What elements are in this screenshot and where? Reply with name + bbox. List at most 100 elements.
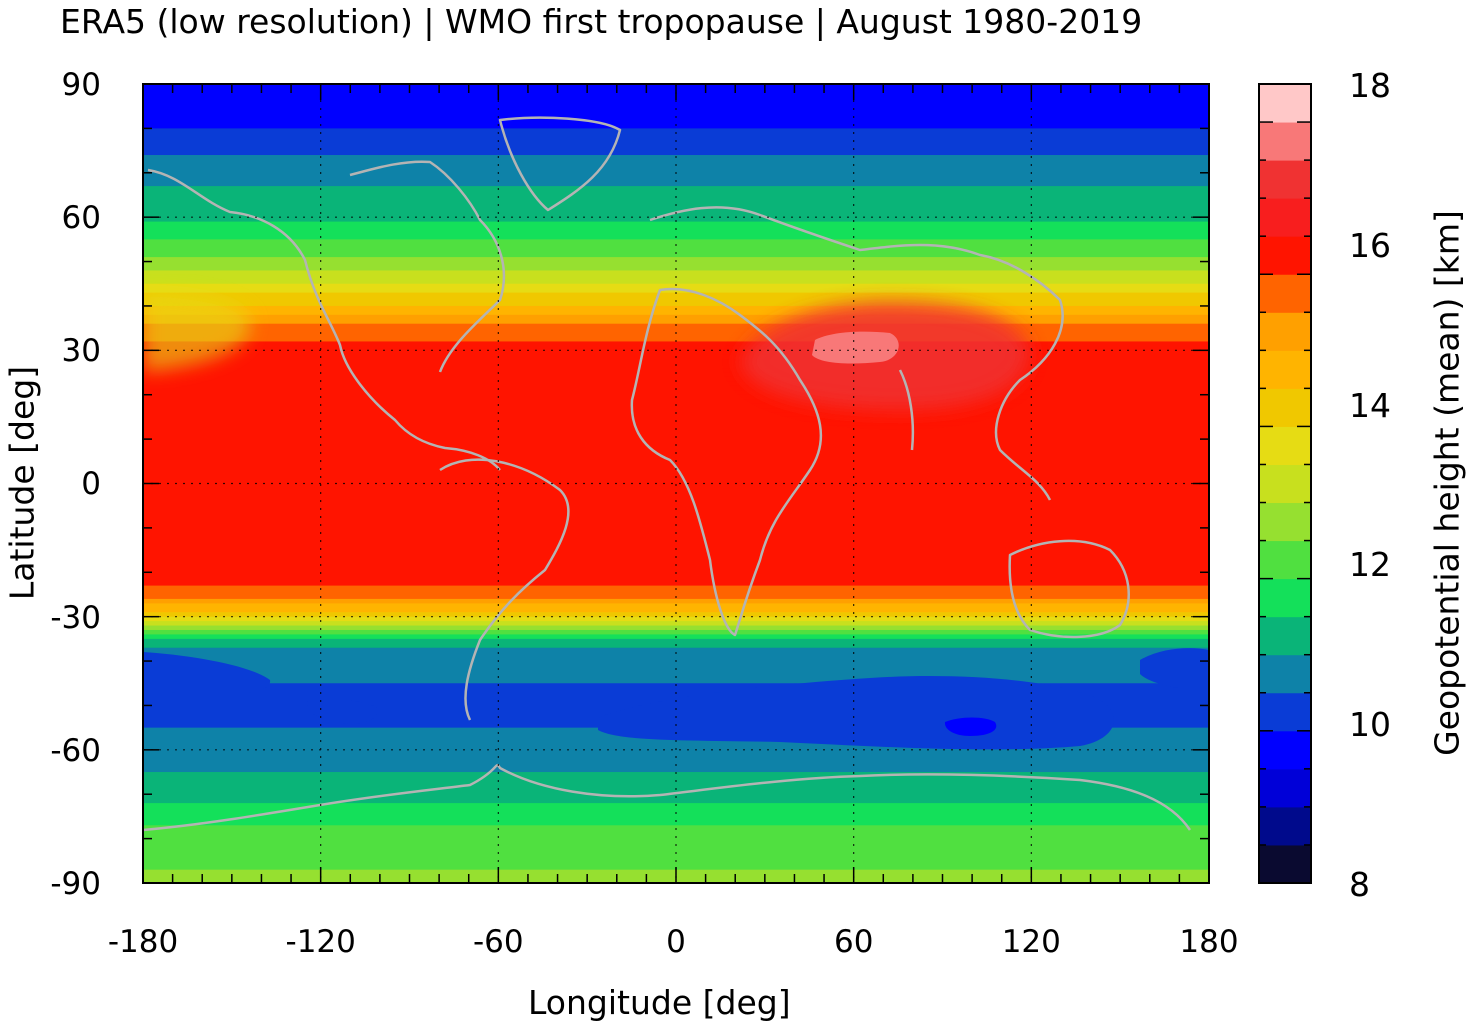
zonal-band bbox=[143, 141, 1209, 147]
tropopause-height-field bbox=[143, 84, 1209, 883]
zonal-band bbox=[143, 416, 1209, 422]
zonal-band bbox=[143, 838, 1209, 844]
y-tick-label: -30 bbox=[50, 600, 101, 636]
zonal-band bbox=[143, 110, 1209, 116]
zonal-band bbox=[143, 558, 1209, 564]
colorbar-segment bbox=[1259, 84, 1311, 123]
zonal-band bbox=[143, 776, 1209, 782]
zonal-band bbox=[143, 248, 1209, 254]
zonal-band bbox=[143, 767, 1209, 773]
zonal-band bbox=[143, 576, 1209, 582]
zonal-band bbox=[143, 208, 1209, 214]
x-axis-label: Longitude [deg] bbox=[528, 983, 791, 1022]
y-tick-label: 30 bbox=[62, 333, 101, 369]
zonal-band bbox=[143, 372, 1209, 378]
zonal-band bbox=[143, 168, 1209, 174]
zonal-band bbox=[143, 212, 1209, 218]
zonal-band bbox=[143, 177, 1209, 183]
zonal-band bbox=[143, 363, 1209, 369]
zonal-band bbox=[143, 669, 1209, 675]
zonal-band bbox=[143, 550, 1209, 556]
zonal-band bbox=[143, 239, 1209, 245]
x-tick-label: -120 bbox=[286, 924, 356, 960]
grid bbox=[143, 84, 1209, 883]
zonal-band bbox=[143, 310, 1209, 316]
zonal-band bbox=[143, 652, 1209, 658]
colorbar-tick-label: 14 bbox=[1349, 386, 1391, 425]
zonal-band bbox=[143, 621, 1209, 627]
colorbar-segment bbox=[1259, 806, 1311, 846]
y-tick-label: -90 bbox=[50, 866, 101, 902]
colorbar-tick-label: 10 bbox=[1349, 705, 1391, 744]
zonal-band bbox=[143, 567, 1209, 573]
zonal-band bbox=[143, 172, 1209, 178]
zonal-band bbox=[143, 328, 1209, 334]
colorbar-segment bbox=[1259, 236, 1311, 275]
zonal-band bbox=[143, 496, 1209, 502]
zonal-band bbox=[143, 749, 1209, 755]
zonal-band bbox=[143, 847, 1209, 853]
y-tick-label: 60 bbox=[62, 200, 101, 236]
zonal-band bbox=[143, 337, 1209, 343]
zonal-band bbox=[143, 612, 1209, 618]
south-pacific-minimum-2 bbox=[307, 698, 378, 724]
zonal-band bbox=[143, 323, 1209, 329]
zonal-band bbox=[143, 501, 1209, 507]
x-tick-label: 0 bbox=[666, 924, 686, 960]
zonal-band bbox=[143, 785, 1209, 791]
colorbar-tick-label: 18 bbox=[1349, 66, 1391, 105]
zonal-band bbox=[143, 119, 1209, 125]
zonal-band bbox=[143, 288, 1209, 294]
y-tick-label: 0 bbox=[81, 466, 101, 502]
zonal-band bbox=[143, 772, 1209, 778]
colorbar-segment bbox=[1259, 312, 1311, 351]
zonal-band bbox=[143, 647, 1209, 653]
zonal-band bbox=[143, 190, 1209, 196]
x-tick-label: -60 bbox=[473, 924, 524, 960]
zonal-band bbox=[143, 221, 1209, 227]
zonal-band bbox=[143, 829, 1209, 835]
zonal-band bbox=[143, 510, 1209, 516]
zonal-band bbox=[143, 492, 1209, 498]
zonal-band bbox=[143, 368, 1209, 374]
zonal-band bbox=[143, 758, 1209, 764]
zonal-band bbox=[143, 456, 1209, 462]
zonal-band bbox=[143, 319, 1209, 325]
zonal-band bbox=[143, 572, 1209, 578]
colorbar-tick-label: 8 bbox=[1349, 865, 1370, 904]
zonal-band bbox=[143, 745, 1209, 751]
zonal-band bbox=[143, 825, 1209, 831]
south-ocean-core bbox=[944, 717, 997, 736]
zonal-band bbox=[143, 399, 1209, 405]
colorbar-segment bbox=[1259, 350, 1311, 389]
zonal-band bbox=[143, 403, 1209, 409]
zonal-band bbox=[143, 123, 1209, 129]
zonal-band bbox=[143, 359, 1209, 365]
colorbar-segment bbox=[1259, 160, 1311, 199]
zonal-band bbox=[143, 408, 1209, 414]
zonal-band bbox=[143, 283, 1209, 289]
colorbar-segment bbox=[1259, 122, 1311, 161]
colorbar bbox=[1259, 84, 1311, 884]
colorbar-segment bbox=[1259, 730, 1311, 770]
zonal-band bbox=[143, 199, 1209, 205]
y-tick-label: -60 bbox=[50, 733, 101, 769]
zonal-band bbox=[143, 203, 1209, 209]
zonal-band bbox=[143, 487, 1209, 493]
zonal-band bbox=[143, 163, 1209, 169]
pacific-subtropic-yellow bbox=[143, 290, 251, 372]
zonal-band bbox=[143, 430, 1209, 436]
colorbar-segment bbox=[1259, 198, 1311, 237]
zonal-band bbox=[143, 807, 1209, 813]
zonal-band bbox=[143, 421, 1209, 427]
colorbar-segment bbox=[1259, 426, 1311, 465]
y-tick-label: 90 bbox=[62, 67, 101, 103]
zonal-band bbox=[143, 332, 1209, 338]
zonal-band bbox=[143, 461, 1209, 467]
zonal-band bbox=[143, 536, 1209, 542]
zonal-band bbox=[143, 132, 1209, 138]
zonal-band bbox=[143, 860, 1209, 866]
zonal-band bbox=[143, 629, 1209, 636]
zonal-band bbox=[143, 292, 1209, 298]
